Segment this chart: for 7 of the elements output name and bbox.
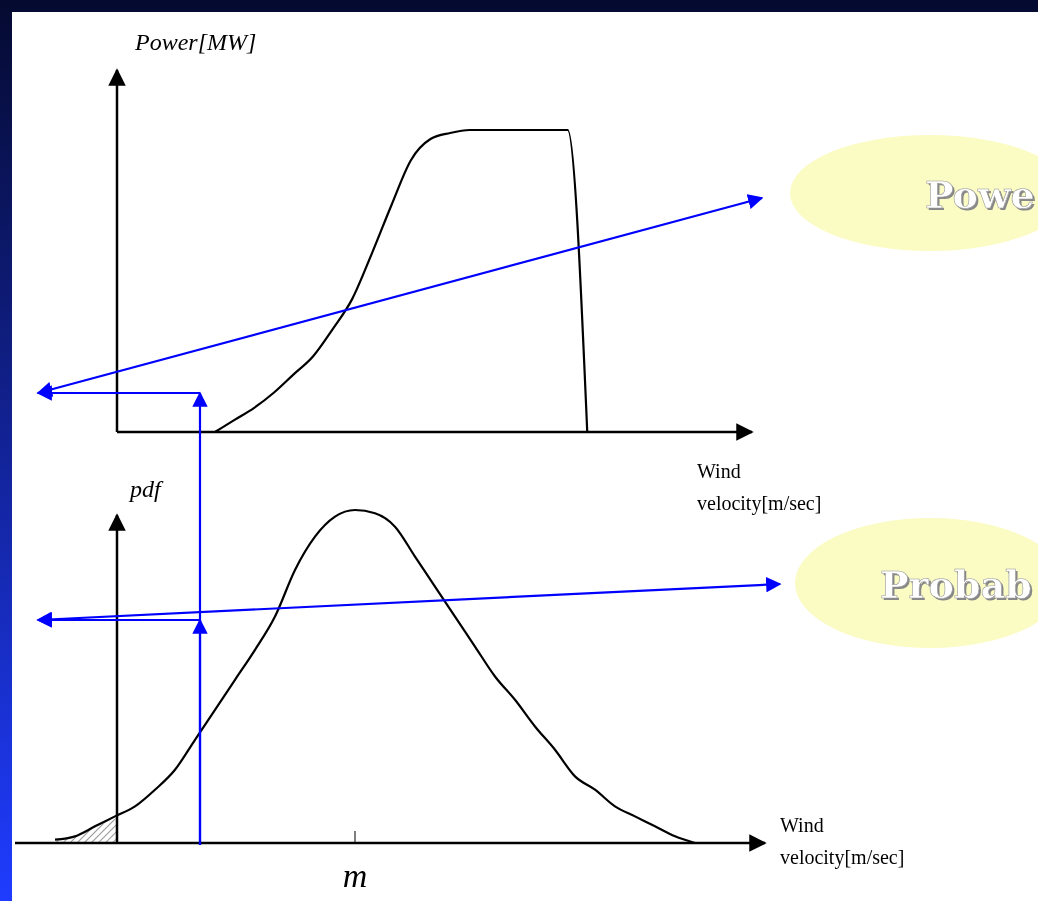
x-axis-title: Wind velocity[m/sec] bbox=[780, 814, 905, 869]
x-axis-title: Wind velocity[m/sec] bbox=[697, 460, 822, 515]
y-axis-title: Power[MW] bbox=[134, 29, 257, 55]
text: Powe bbox=[925, 172, 1035, 217]
y-axis-title: pdf bbox=[128, 476, 164, 502]
text: Probab bbox=[880, 562, 1032, 607]
text: m bbox=[342, 857, 368, 894]
